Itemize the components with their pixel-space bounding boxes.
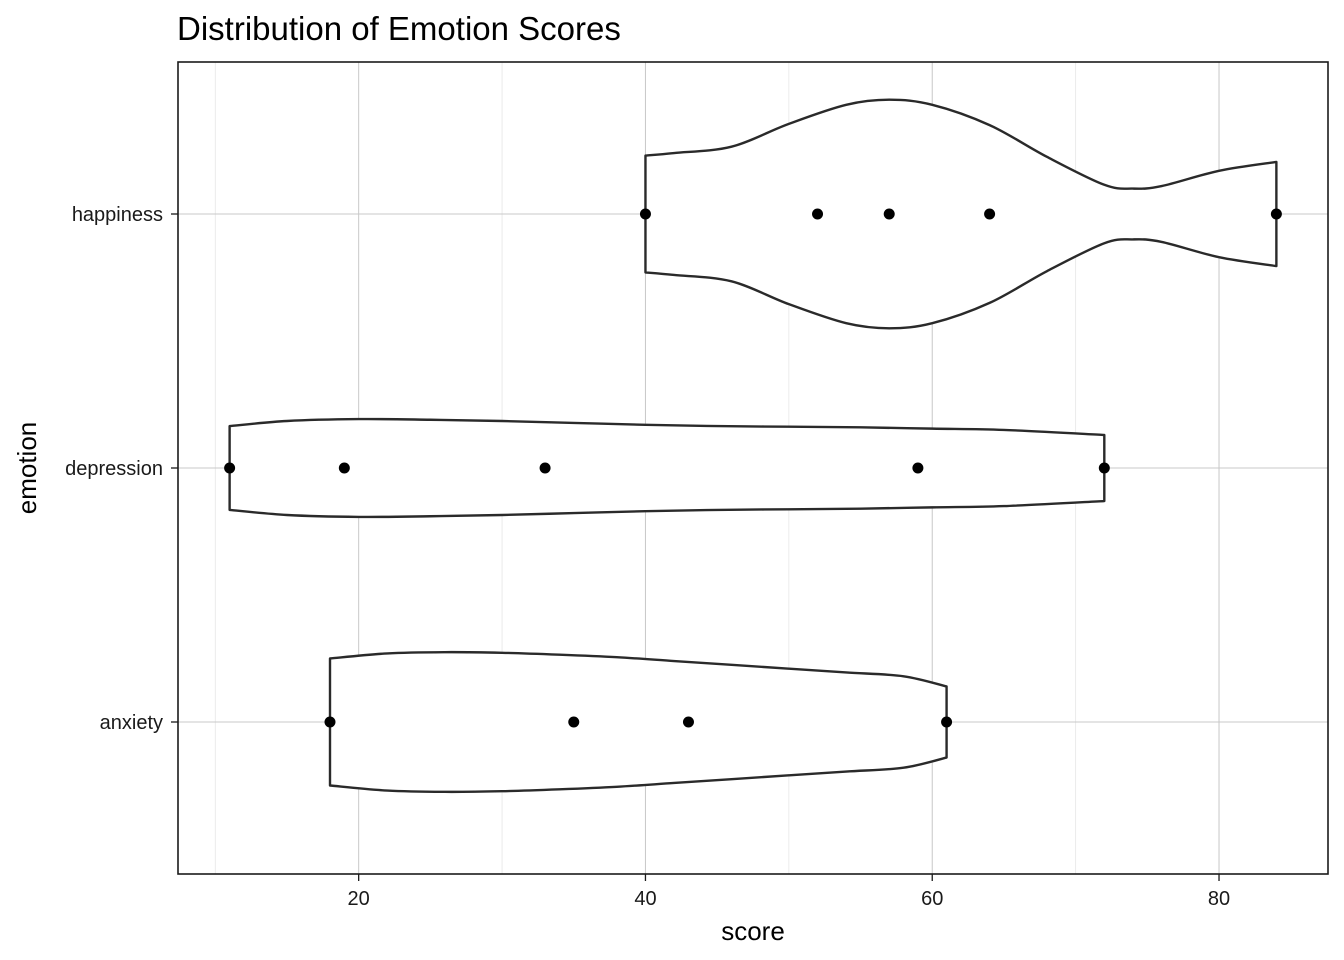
data-point-depression bbox=[224, 462, 236, 474]
data-point-anxiety bbox=[682, 716, 694, 728]
y-tick-label: happiness bbox=[72, 204, 163, 226]
data-point-anxiety bbox=[941, 716, 953, 728]
violin-anxiety bbox=[328, 650, 948, 794]
x-axis-title: score bbox=[721, 916, 785, 946]
violin-happiness bbox=[644, 98, 1278, 330]
x-tick-label: 80 bbox=[1208, 888, 1230, 910]
data-point-depression bbox=[539, 462, 551, 474]
data-point-happiness bbox=[984, 208, 996, 220]
x-tick-label: 40 bbox=[634, 888, 656, 910]
data-point-happiness bbox=[883, 208, 895, 220]
data-point-happiness bbox=[812, 208, 824, 220]
violins bbox=[228, 98, 1278, 794]
y-tick-label: depression bbox=[65, 458, 163, 480]
chart-title: Distribution of Emotion Scores bbox=[177, 10, 621, 47]
axis-ticks: 20 40 60 80 anxiety depression happiness bbox=[65, 204, 1230, 910]
data-point-happiness bbox=[1270, 208, 1282, 220]
data-point-happiness bbox=[639, 208, 651, 220]
x-tick-label: 60 bbox=[921, 888, 943, 910]
data-point-depression bbox=[1098, 462, 1110, 474]
y-axis-title: emotion bbox=[12, 422, 42, 515]
y-tick-label: anxiety bbox=[100, 712, 163, 734]
data-points bbox=[224, 208, 1282, 728]
data-point-anxiety bbox=[324, 716, 336, 728]
x-tick-label: 20 bbox=[348, 888, 370, 910]
violin-depression bbox=[228, 417, 1106, 519]
data-point-depression bbox=[912, 462, 924, 474]
data-point-depression bbox=[338, 462, 350, 474]
data-point-anxiety bbox=[568, 716, 580, 728]
